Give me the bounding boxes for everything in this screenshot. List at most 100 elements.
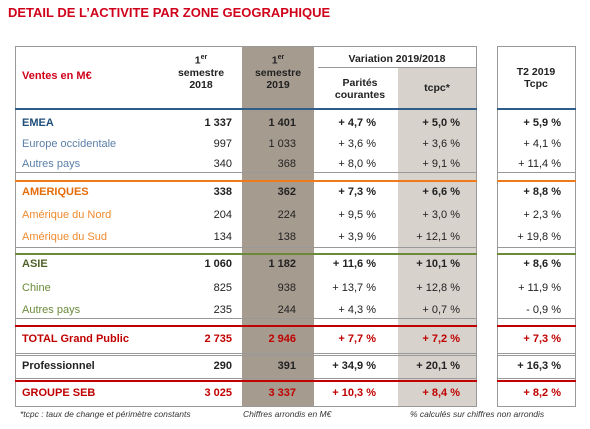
footnote: % calculés sur chiffres non arrondis bbox=[410, 409, 545, 419]
cell: + 4,7 % bbox=[338, 117, 376, 129]
footnote: Chiffres arrondis en M€ bbox=[243, 409, 332, 419]
cell: + 8,8 % bbox=[523, 186, 561, 198]
cell: + 3,6 % bbox=[422, 138, 460, 150]
rule bbox=[497, 46, 575, 47]
col-shade-tcpc bbox=[398, 68, 476, 406]
group-rule bbox=[15, 172, 477, 173]
header-sales: Ventes en M€ bbox=[22, 70, 92, 82]
group-rule bbox=[497, 172, 576, 173]
group-rule bbox=[497, 180, 576, 182]
row-label: Europe occidentale bbox=[22, 138, 117, 150]
row-label: Autres pays bbox=[22, 304, 81, 316]
rule bbox=[15, 46, 16, 406]
cell: 1 401 bbox=[268, 117, 296, 129]
cell: 368 bbox=[277, 158, 296, 170]
group-rule bbox=[15, 108, 477, 110]
row-label: AMERIQUES bbox=[22, 186, 89, 198]
header-line: semestre bbox=[177, 66, 225, 79]
col-shade-2019 bbox=[242, 46, 314, 406]
row-label: Professionnel bbox=[22, 360, 95, 372]
group-rule bbox=[15, 253, 477, 255]
group-rule bbox=[15, 406, 477, 407]
cell: + 19,8 % bbox=[517, 231, 561, 243]
cell: 825 bbox=[213, 282, 232, 294]
footnote: *tcpc : taux de change et périmètre cons… bbox=[20, 409, 191, 419]
cell: + 7,2 % bbox=[422, 333, 460, 345]
header-h2019: 1er semestre 2019 bbox=[239, 52, 317, 91]
header-line: 2018 bbox=[189, 78, 213, 91]
cell: 1 060 bbox=[204, 258, 232, 270]
row-label: EMEA bbox=[22, 117, 54, 129]
row-label: GROUPE SEB bbox=[22, 387, 96, 399]
header-num: 1 bbox=[271, 54, 278, 67]
header-line: 1er bbox=[239, 52, 317, 67]
group-rule bbox=[15, 318, 477, 319]
cell: + 9,1 % bbox=[422, 158, 460, 170]
group-rule bbox=[497, 318, 576, 319]
row-label: Chine bbox=[22, 282, 51, 294]
group-rule bbox=[15, 378, 477, 379]
cell: 138 bbox=[277, 231, 296, 243]
cell: + 8,0 % bbox=[338, 158, 376, 170]
cell: + 10,3 % bbox=[332, 387, 376, 399]
cell: + 7,7 % bbox=[338, 333, 376, 345]
cell: 340 bbox=[213, 158, 232, 170]
cell: + 9,5 % bbox=[338, 209, 376, 221]
row-label: Autres pays bbox=[22, 158, 81, 170]
header-sup: er bbox=[200, 54, 208, 61]
cell: + 16,3 % bbox=[517, 360, 561, 372]
rule bbox=[476, 46, 477, 406]
header-tcpc: tcpc* bbox=[424, 82, 450, 94]
cell: 338 bbox=[213, 186, 232, 198]
cell: + 7,3 % bbox=[523, 333, 561, 345]
cell: + 20,1 % bbox=[416, 360, 460, 372]
group-rule bbox=[497, 353, 576, 354]
header-num: 1 bbox=[194, 54, 201, 67]
rule bbox=[15, 46, 477, 47]
cell: + 6,6 % bbox=[422, 186, 460, 198]
cell: + 34,9 % bbox=[332, 360, 376, 372]
cell: + 3,0 % bbox=[422, 209, 460, 221]
header-line: 1er bbox=[162, 52, 240, 67]
cell: + 2,3 % bbox=[523, 209, 561, 221]
header-h2018: 1er semestre 2018 bbox=[162, 52, 240, 91]
cell: + 8,4 % bbox=[422, 387, 460, 399]
cell: 3 025 bbox=[204, 387, 232, 399]
cell: + 13,7 % bbox=[332, 282, 376, 294]
cell: 2 735 bbox=[204, 333, 232, 345]
header-parites: Parités courantes bbox=[334, 77, 386, 101]
cell: + 8,6 % bbox=[523, 258, 561, 270]
group-rule bbox=[15, 380, 477, 382]
cell: 3 337 bbox=[268, 387, 296, 399]
cell: 244 bbox=[277, 304, 296, 316]
cell: 235 bbox=[213, 304, 232, 316]
group-rule bbox=[497, 253, 576, 255]
cell: + 5,0 % bbox=[422, 117, 460, 129]
group-rule bbox=[497, 247, 576, 248]
cell: 134 bbox=[213, 231, 232, 243]
header-variation: Variation 2019/2018 bbox=[348, 53, 446, 65]
cell: 938 bbox=[277, 282, 296, 294]
row-label: TOTAL Grand Public bbox=[22, 333, 129, 345]
cell: + 11,9 % bbox=[518, 282, 561, 294]
cell: 391 bbox=[277, 360, 296, 372]
cell: 290 bbox=[213, 360, 232, 372]
group-rule bbox=[15, 247, 477, 248]
cell: 204 bbox=[213, 209, 232, 221]
group-rule bbox=[497, 325, 576, 327]
cell: + 7,3 % bbox=[338, 186, 376, 198]
cell: + 3,6 % bbox=[338, 138, 376, 150]
title: DETAIL DE L’ACTIVITE PAR ZONE GEOGRAPHIQ… bbox=[8, 5, 331, 20]
cell: + 10,1 % bbox=[416, 258, 460, 270]
cell: + 12,8 % bbox=[416, 282, 460, 294]
header-line: 2019 bbox=[266, 78, 290, 91]
header-line: semestre bbox=[254, 66, 302, 79]
cell: 1 033 bbox=[268, 138, 296, 150]
cell: + 4,1 % bbox=[523, 138, 561, 150]
cell: 362 bbox=[277, 186, 296, 198]
cell: + 3,9 % bbox=[338, 231, 376, 243]
group-rule bbox=[497, 108, 576, 110]
group-rule bbox=[497, 406, 576, 407]
cell: 1 182 bbox=[268, 258, 296, 270]
